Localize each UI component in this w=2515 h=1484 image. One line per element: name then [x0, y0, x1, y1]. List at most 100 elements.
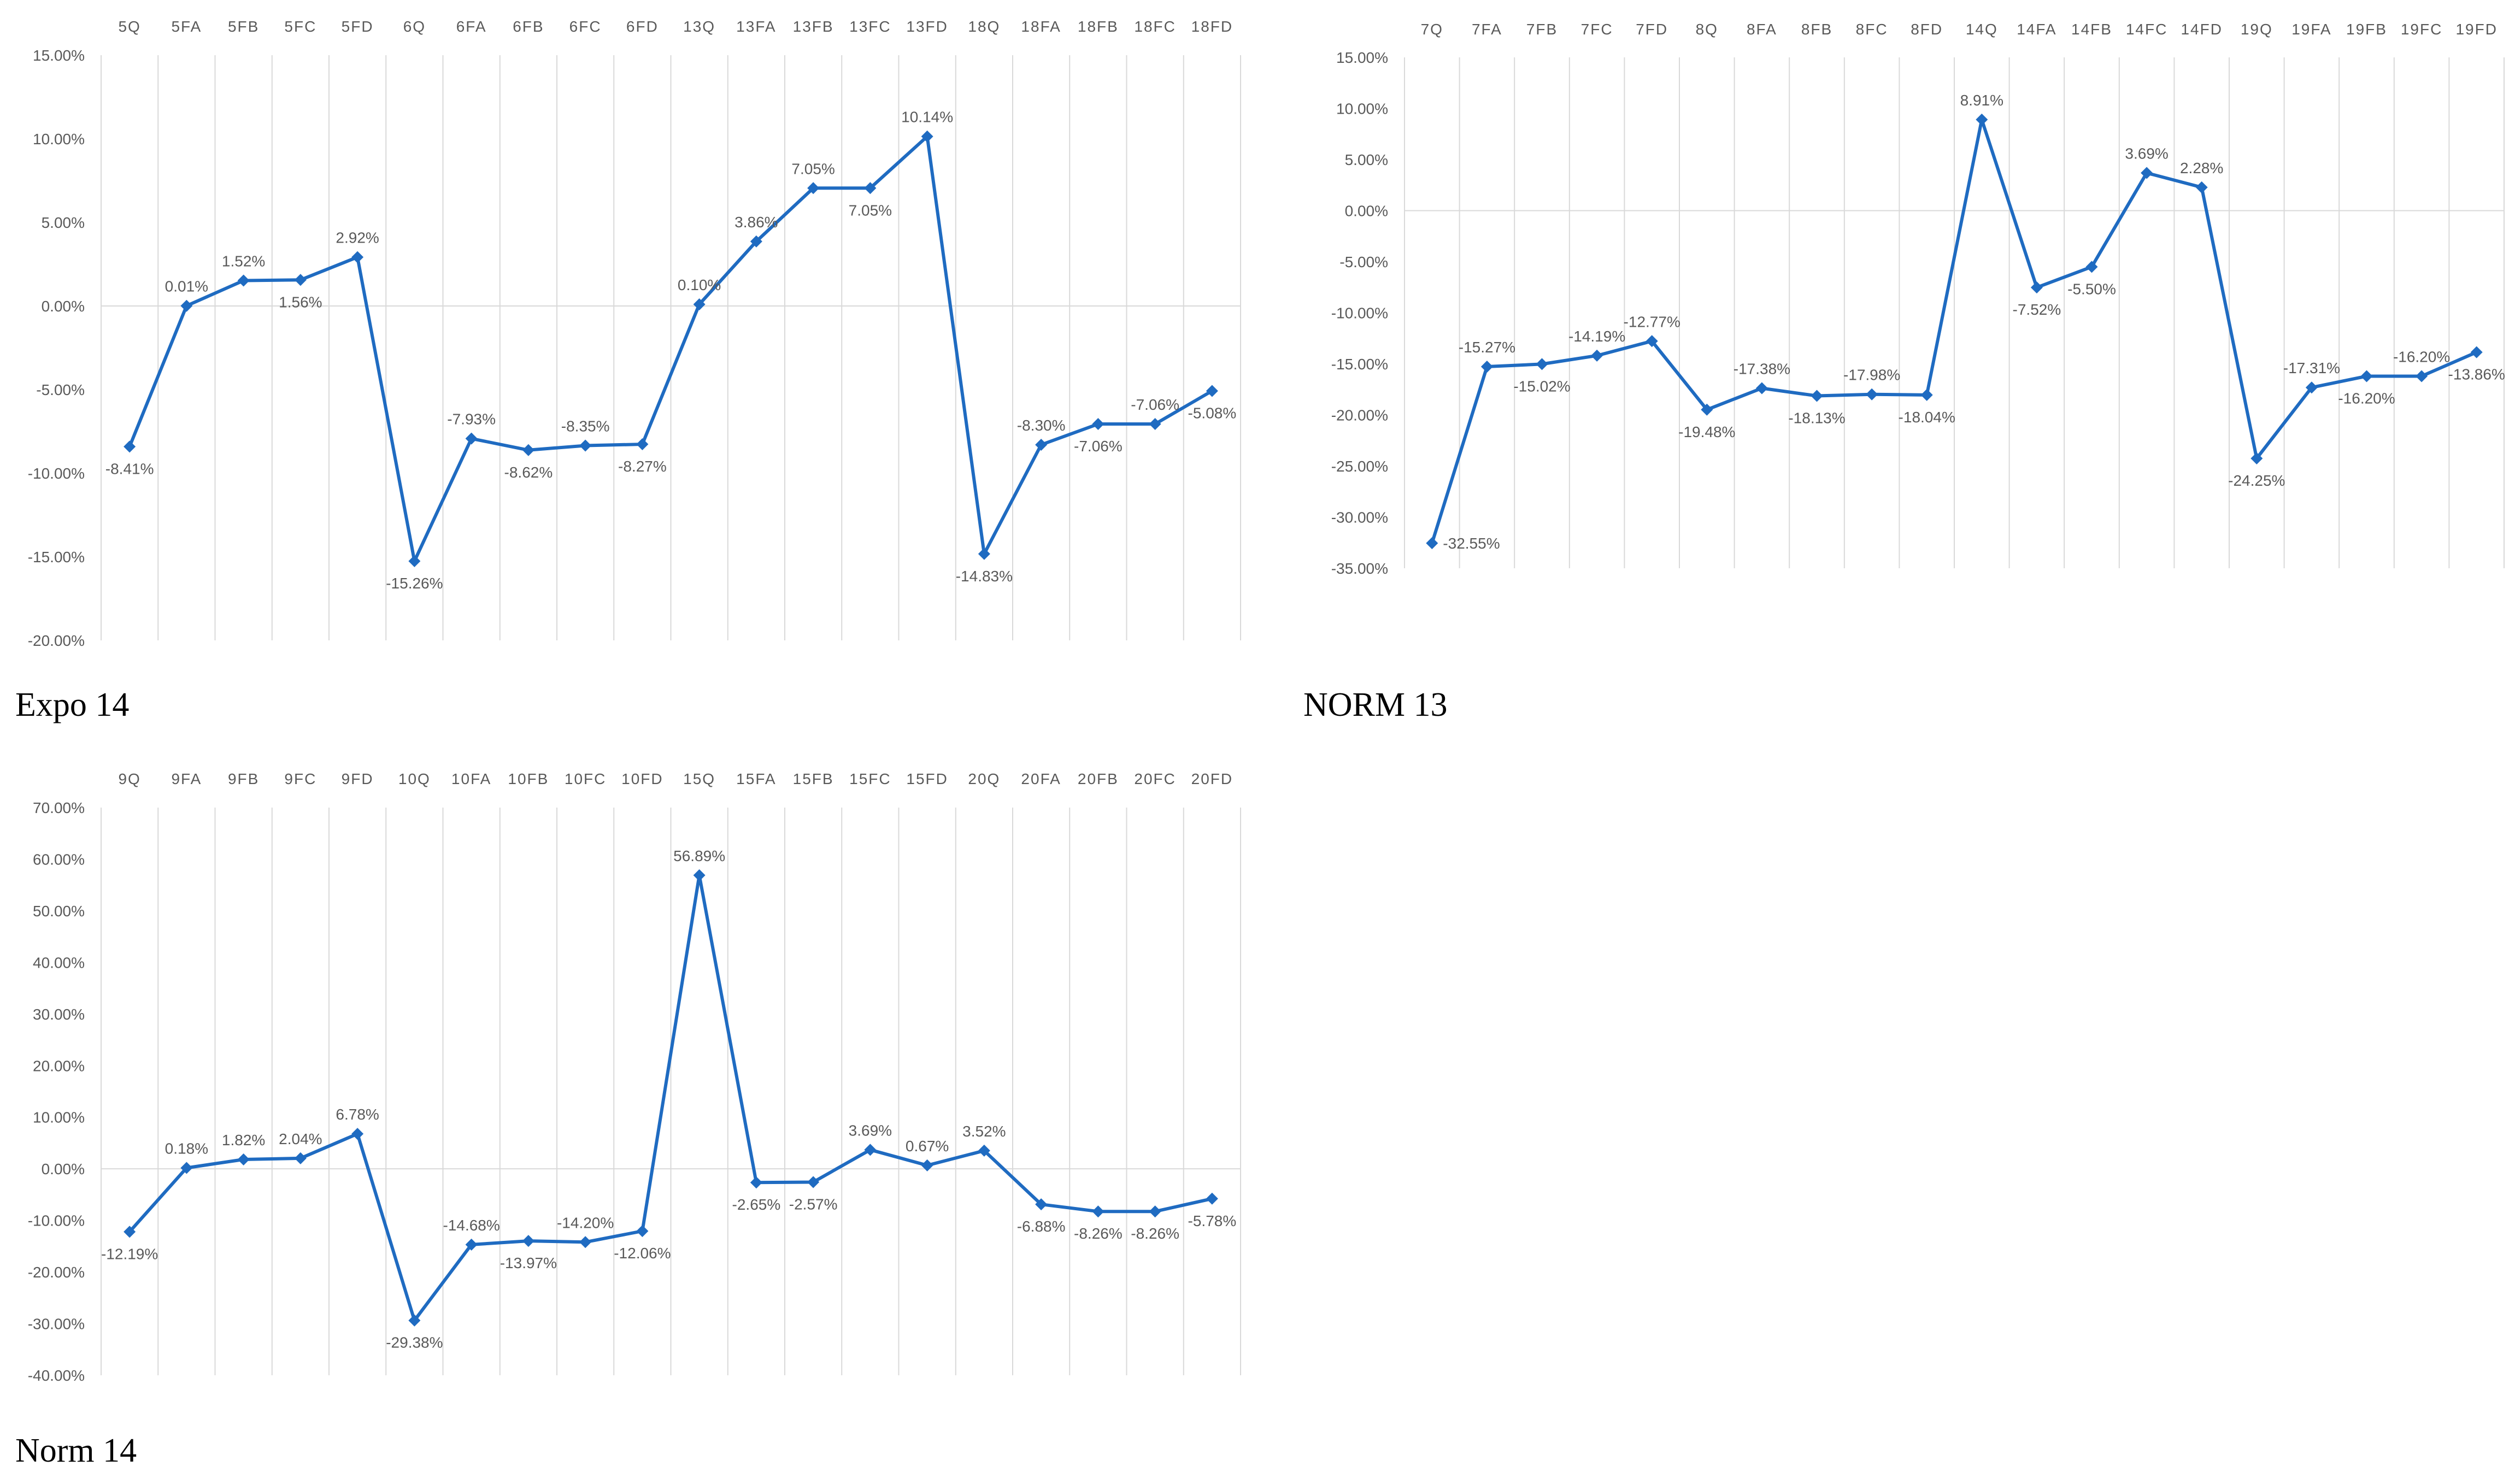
x-tick-label: 9FA: [171, 770, 202, 787]
data-label: -7.93%: [447, 411, 496, 428]
data-label: 3.69%: [2125, 145, 2168, 162]
data-label: -8.26%: [1074, 1225, 1123, 1242]
data-label: 6.78%: [336, 1106, 379, 1123]
data-label: -32.55%: [1443, 535, 1500, 552]
data-point-marker: [180, 1162, 193, 1174]
data-point-marker: [1426, 537, 1438, 550]
data-point-marker: [351, 1128, 364, 1140]
chart-expo-14-plot: 15.00% 10.00% 5.00% 0.00% -5.00% -10.00% -15.0…: [28, 18, 1241, 649]
x-tick-label: 10FD: [621, 770, 663, 787]
data-point-marker: [2030, 281, 2043, 294]
data-point-marker: [579, 439, 592, 452]
series-line: [128, 873, 1213, 1322]
data-point-marker: [522, 444, 534, 456]
x-tick-label: 5FB: [228, 18, 259, 35]
y-tick-label: -30.00%: [28, 1316, 85, 1333]
series-line: [1430, 117, 2477, 544]
x-tick-label: 13FA: [736, 18, 776, 35]
data-point-marker: [408, 555, 421, 567]
chart-norm-13: 15.00% 10.00% 5.00% 0.00% -5.00% -10.00% -15.0…: [1290, 0, 2515, 579]
data-label: -2.57%: [789, 1196, 838, 1212]
data-point-marker: [237, 1153, 250, 1165]
x-tick-label: 15Q: [683, 770, 715, 787]
x-tick-label: 19FB: [2346, 21, 2387, 38]
x-tick-label: 20FC: [1134, 770, 1176, 787]
x-tick-label: 8FB: [1801, 21, 1832, 38]
x-tick-label: 14FA: [2017, 21, 2056, 38]
data-point-marker: [864, 1144, 877, 1156]
x-tick-label: 5FD: [342, 18, 374, 35]
data-point-marker: [1755, 382, 1768, 394]
data-point-marker: [2360, 370, 2373, 382]
chart-title-norm-14: Norm 14: [15, 1432, 137, 1469]
data-label: -29.38%: [386, 1334, 443, 1351]
data-point-marker: [2085, 261, 2098, 273]
x-tick-label: 7Q: [1421, 21, 1443, 38]
chart-norm-14-plot: 70.00% 60.00% 50.00% 40.00% 30.00% 20.00% 10.0…: [28, 770, 1241, 1384]
y-tick-label: 0.00%: [1345, 203, 1388, 220]
data-point-marker: [1701, 403, 1713, 416]
data-label: -17.31%: [2283, 360, 2340, 376]
data-label: 7.05%: [849, 202, 892, 219]
data-label: 0.01%: [165, 278, 208, 295]
data-label: -15.02%: [1513, 378, 1570, 394]
data-label: -8.41%: [105, 460, 154, 477]
y-tick-label: 30.00%: [33, 1006, 85, 1023]
data-label: -17.38%: [1734, 361, 1790, 378]
y-tick-label: -20.00%: [1331, 407, 1388, 424]
x-tick-label: 13FD: [906, 18, 948, 35]
x-tick-label: 18FD: [1191, 18, 1233, 35]
x-tick-label: 15FC: [849, 770, 891, 787]
y-tick-label: 5.00%: [42, 214, 85, 231]
data-point-marker: [124, 1226, 136, 1238]
data-label: -8.62%: [504, 464, 553, 481]
x-tick-label: 8FA: [1747, 21, 1777, 38]
y-tick-label: -10.00%: [28, 465, 85, 482]
data-label: 1.82%: [222, 1132, 265, 1149]
data-point-marker: [2305, 381, 2318, 394]
x-tick-label: 8FD: [1911, 21, 1943, 38]
data-point-marker: [1035, 1198, 1048, 1211]
chart-title-norm-13: NORM 13: [1303, 686, 1448, 723]
x-tick-label: 14FC: [2126, 21, 2167, 38]
data-point-marker: [294, 1152, 307, 1164]
y-tick-label: 40.00%: [33, 954, 85, 971]
data-point-marker: [921, 1159, 933, 1171]
x-tick-label: 19FA: [2291, 21, 2331, 38]
y-tick-label: -40.00%: [28, 1367, 85, 1384]
data-label: -17.98%: [1843, 367, 1900, 384]
x-tick-label: 5Q: [118, 18, 140, 35]
x-tick-label: 19FC: [2401, 21, 2442, 38]
data-label: 3.86%: [734, 214, 778, 231]
data-point-marker: [2416, 370, 2428, 382]
x-tick-label: 18Q: [968, 18, 1000, 35]
data-point-marker: [1206, 1192, 1218, 1205]
series-line: [128, 134, 1213, 563]
y-tick-label: -35.00%: [1331, 560, 1388, 577]
x-tick-label: 15FA: [736, 770, 776, 787]
y-tick-label: 15.00%: [1336, 49, 1388, 66]
data-label: -18.13%: [1788, 410, 1845, 427]
data-point-marker: [124, 440, 136, 453]
data-point-marker: [978, 1144, 990, 1157]
x-tick-label: 9Q: [118, 770, 140, 787]
y-tick-label: 10.00%: [33, 1109, 85, 1126]
x-tick-label: 7FB: [1526, 21, 1558, 38]
data-label: 2.28%: [2180, 160, 2223, 176]
y-tick-label: -15.00%: [28, 549, 85, 566]
data-label: -7.52%: [2013, 301, 2061, 318]
x-tick-label: 19Q: [2241, 21, 2273, 38]
data-label: -8.26%: [1131, 1225, 1179, 1242]
data-label: 0.18%: [165, 1140, 208, 1157]
x-tick-label: 9FD: [342, 770, 374, 787]
data-point-marker: [693, 869, 706, 881]
x-tick-label: 14FD: [2181, 21, 2222, 38]
data-label: -7.06%: [1074, 438, 1123, 455]
data-label: -18.04%: [1899, 409, 1955, 426]
chart-expo-14: 15.00% 10.00% 5.00% 0.00% -5.00% -10.00% -15.0…: [0, 0, 1251, 656]
data-label: -7.06%: [1131, 396, 1179, 413]
data-point-marker: [294, 274, 307, 286]
y-tick-label: 70.00%: [33, 799, 85, 816]
data-point-marker: [1092, 418, 1104, 431]
x-tick-label: 20FB: [1078, 770, 1119, 787]
